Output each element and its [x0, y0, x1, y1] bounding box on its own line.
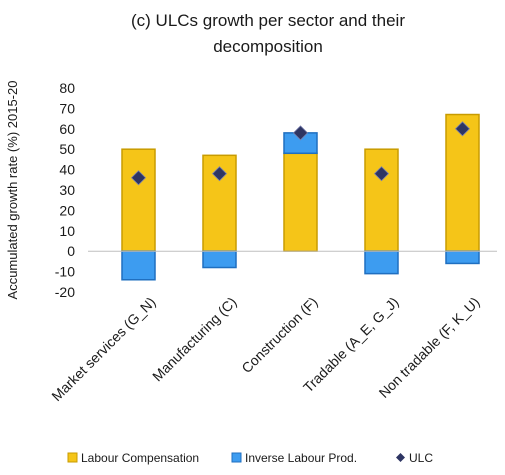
legend-swatch: [67, 452, 78, 463]
y-tick-label: 80: [59, 80, 75, 96]
legend-swatch: [231, 452, 242, 463]
y-axis: -20 -10 0 10 20 30 40 50 60 70 80: [55, 80, 75, 300]
y-tick-label: 30: [59, 182, 75, 198]
y-tick-label: 50: [59, 141, 75, 157]
ulc-marker: [292, 125, 309, 141]
chart-title-line-2: decomposition: [213, 37, 323, 56]
x-tick-label: Construction (F): [238, 294, 320, 376]
chart-title-line-1: (c) ULCs growth per sector and their: [131, 11, 405, 30]
bar-labour-compensation: [283, 152, 318, 252]
x-tick-label: Manufacturing (C): [149, 294, 240, 385]
bar-inverse-labour-prod: [121, 250, 156, 281]
y-tick-label: 70: [59, 100, 75, 116]
ulc-marker: [454, 121, 471, 137]
y-tick-label: 20: [59, 202, 75, 218]
bar-labour-compensation: [121, 148, 156, 252]
x-axis: Market services (G_N)Manufacturing (C)Co…: [48, 294, 482, 404]
legend: Labour Compensation Inverse Labour Prod. U…: [67, 451, 433, 465]
y-tick-label: 0: [67, 243, 75, 259]
bar-inverse-labour-prod: [364, 250, 399, 275]
bar-inverse-labour-prod: [445, 250, 480, 265]
ulc-marker: [373, 166, 390, 182]
y-tick-label: -10: [55, 264, 75, 280]
legend-item-inverse-labour-prod: Inverse Labour Prod.: [245, 451, 357, 465]
y-tick-label: 10: [59, 223, 75, 239]
legend-item-labour-compensation: Labour Compensation: [81, 451, 199, 465]
x-tick-label: Market services (G_N): [48, 294, 158, 404]
bar-inverse-labour-prod: [202, 250, 237, 269]
legend-swatch: [396, 453, 405, 462]
y-tick-label: 60: [59, 121, 75, 137]
ulc-marker: [130, 170, 147, 186]
y-axis-label: Accumulated growth rate (%) 2015-20: [5, 81, 20, 300]
y-tick-label: 40: [59, 162, 75, 178]
y-tick-label: -20: [55, 284, 75, 300]
ulc-marker: [211, 166, 228, 182]
bar-labour-compensation: [364, 148, 399, 252]
legend-item-ulc: ULC: [409, 451, 433, 465]
ulc-markers: [130, 121, 471, 186]
